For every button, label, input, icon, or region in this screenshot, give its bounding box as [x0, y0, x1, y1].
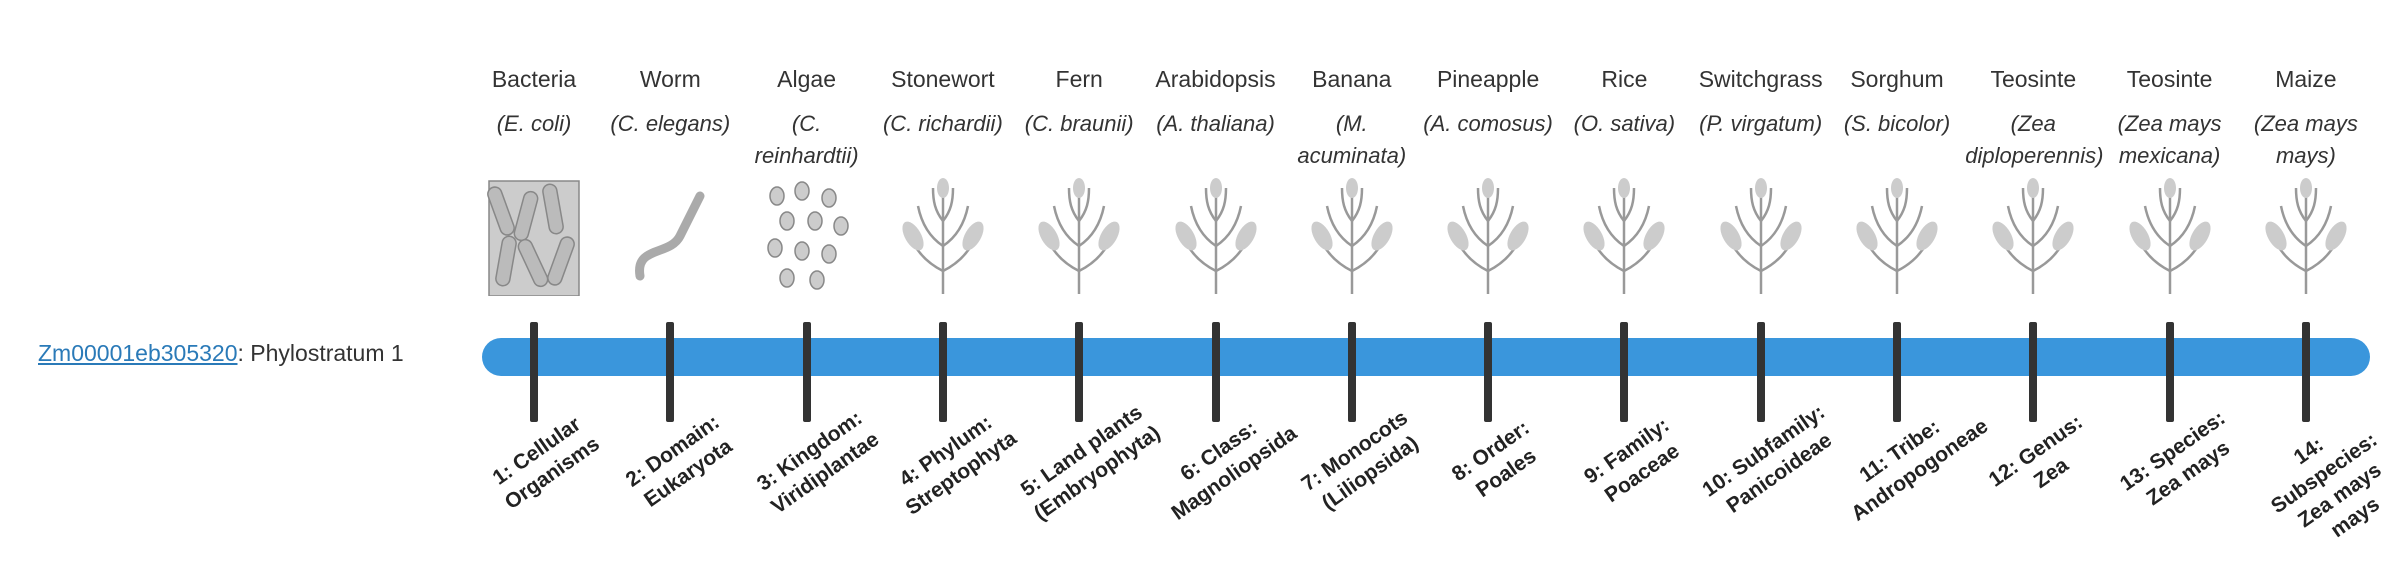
organism-image	[896, 176, 990, 296]
organism-image	[2259, 176, 2353, 296]
timeline-tick	[1075, 322, 1084, 422]
scientific-name: (C. richardii)	[882, 111, 1003, 136]
stratum-label: 4: Phylum: Streptophyta	[895, 410, 1021, 520]
organism-icon	[1987, 176, 2080, 296]
scientific-name: (C. braunii)	[1024, 111, 1134, 136]
timeline-tick	[1620, 322, 1629, 422]
timeline-tick	[802, 322, 811, 422]
common-name: Teosinte	[2126, 66, 2213, 92]
scientific-name: (M. acuminata)	[1297, 111, 1407, 168]
gene-link[interactable]: Zm00001eb305320	[38, 340, 238, 366]
organism-icon	[1578, 176, 1671, 296]
scientific-name: (C. elegans)	[610, 111, 731, 136]
stratum-label: 11: Tribe: Andropogoneae	[1847, 414, 1993, 526]
scientific-name: (Zea diploperennis)	[1965, 111, 2104, 168]
organism-image	[485, 180, 580, 296]
timeline-tick	[2165, 322, 2174, 422]
organism-icon	[896, 176, 990, 296]
common-name: Fern	[1055, 66, 1103, 92]
scientific-name: (P. virgatum)	[1699, 111, 1823, 136]
organism-icon	[2123, 176, 2216, 296]
common-name: Bacteria	[491, 66, 577, 92]
organism-icon	[640, 196, 700, 276]
organism-icon	[1850, 176, 1944, 296]
scientific-name: (A. thaliana)	[1156, 111, 1275, 136]
timeline-tick	[1211, 322, 1220, 422]
scientific-name: (S. bicolor)	[1843, 111, 1951, 136]
stratum-label: 9: Family: Poaceae	[1580, 413, 1685, 508]
gene-suffix: : Phylostratum 1	[237, 340, 404, 366]
timeline-tick	[1893, 322, 1901, 422]
organism-icon	[1441, 176, 1535, 296]
organism-image	[1169, 176, 1262, 296]
gene-label: Zm00001eb305320: Phylostratum 1	[38, 340, 404, 367]
organism-image	[1441, 176, 1535, 296]
common-name: Teosinte	[1990, 66, 2077, 92]
common-name: Pineapple	[1436, 66, 1540, 92]
organism-image	[1850, 176, 1944, 296]
stratum-label: 12: Genus: Zea	[1984, 410, 2088, 493]
stratum-label: 6: Class: Magnoliopsida	[1166, 416, 1301, 525]
common-name: Maize	[2275, 66, 2337, 92]
organism-image	[620, 175, 720, 297]
common-name: Worm	[639, 66, 701, 92]
common-name: Banana	[1312, 66, 1392, 92]
scientific-name: (E. coli)	[496, 111, 572, 136]
organism-icon	[1033, 176, 1126, 296]
scientific-name: (O. sativa)	[1573, 111, 1676, 136]
common-name: Switchgrass	[1698, 66, 1823, 92]
timeline-bar	[482, 338, 2370, 376]
organism-image	[1305, 176, 1398, 296]
common-name: Sorghum	[1850, 66, 1944, 92]
scientific-name: (Zea mays mexicana)	[2117, 111, 2222, 168]
organism-icon	[1169, 176, 1262, 296]
scientific-name: (C. reinhardtii)	[754, 111, 859, 168]
stratum-label: 10: Subfamily: Panicoideae	[1698, 400, 1836, 518]
stratum-label: 8: Order: Poales	[1447, 416, 1541, 503]
stratum-label: 3: Kingdom: Viridiplantae	[752, 406, 883, 519]
organism-image	[1987, 176, 2080, 296]
stratum-label: 2: Domain: Eukaryota	[621, 410, 737, 512]
organism-image	[766, 181, 849, 290]
timeline-tick	[2301, 322, 2310, 422]
organism-icon	[2259, 176, 2353, 296]
organism-image	[2123, 176, 2216, 296]
timeline-tick	[1756, 322, 1765, 422]
organism-image	[1033, 176, 1126, 296]
stratum-label: 5: Land plants (Embryophyta)	[1017, 400, 1165, 526]
timeline-tick	[666, 322, 675, 422]
timeline-tick	[938, 322, 947, 422]
common-name: Algae	[777, 66, 836, 92]
organism-icon	[1305, 176, 1398, 296]
stratum-label: 14: Subspecies: Zea mays mays	[2266, 428, 2386, 543]
organism-icon	[766, 181, 849, 290]
organism-image	[1578, 176, 1671, 296]
timeline-tick	[1484, 322, 1493, 422]
organism-icon	[1714, 176, 1807, 296]
stratum-label: 1: Cellular Organisms	[488, 412, 604, 515]
timeline-tick	[2029, 322, 2038, 422]
organism-image	[1714, 176, 1807, 296]
scientific-name: (Zea mays mays)	[2253, 111, 2358, 168]
common-name: Rice	[1601, 66, 1648, 92]
common-name: Stonewort	[891, 66, 995, 92]
timeline-tick	[1347, 322, 1356, 422]
scientific-name: (A. comosus)	[1423, 111, 1553, 136]
stratum-label: 13: Species: Zea mays	[2115, 406, 2234, 511]
common-name: Arabidopsis	[1155, 66, 1276, 92]
timeline-tick	[530, 322, 538, 422]
organism-icon	[485, 180, 580, 296]
stratum-label: 7: Monocots (Liliopsida)	[1297, 406, 1423, 515]
